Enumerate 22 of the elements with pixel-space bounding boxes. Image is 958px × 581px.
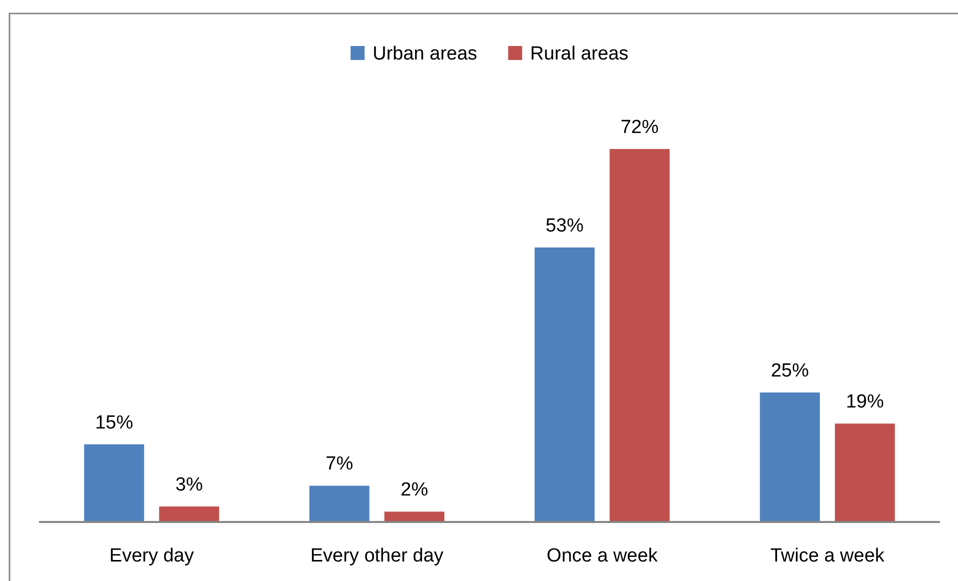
x-tick-label: Twice a week <box>770 545 885 566</box>
legend-label: Rural areas <box>530 44 628 65</box>
data-label: 25% <box>770 360 809 382</box>
bar <box>84 444 144 522</box>
x-tick-label: Every day <box>109 545 194 566</box>
bar <box>610 149 670 522</box>
data-label: 7% <box>326 454 354 475</box>
legend-label: Urban areas <box>372 44 478 65</box>
bar <box>384 512 444 522</box>
data-label: 53% <box>546 215 584 236</box>
data-label: 15% <box>95 412 134 434</box>
bar <box>534 247 595 522</box>
data-label: 72% <box>620 117 659 138</box>
data-label: 3% <box>175 474 203 496</box>
x-tick-label: Once a week <box>546 545 658 566</box>
data-label: 2% <box>400 480 428 501</box>
bar <box>834 424 895 522</box>
bar <box>309 486 370 522</box>
bar <box>159 506 220 522</box>
x-tick-label: Every other day <box>310 545 444 566</box>
bar <box>760 392 820 522</box>
data-label: 19% <box>846 392 884 413</box>
